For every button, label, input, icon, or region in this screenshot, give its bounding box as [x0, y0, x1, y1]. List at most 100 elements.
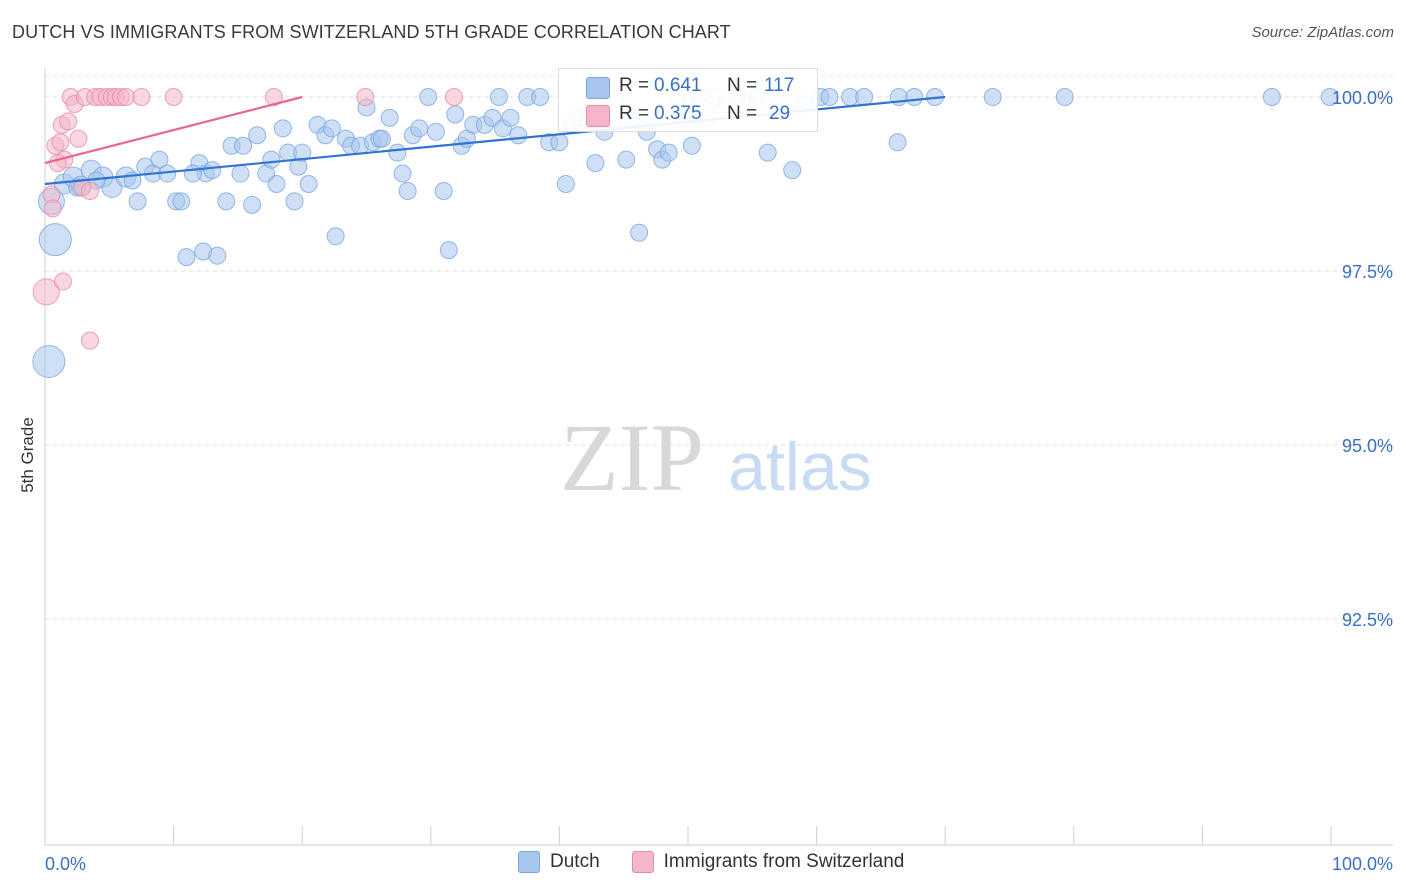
dutch-point — [150, 150, 169, 169]
dutch-point — [905, 88, 924, 106]
dutch-point — [439, 241, 458, 260]
dutch-point — [388, 143, 407, 162]
switzerland-point — [51, 133, 70, 152]
dutch-point — [888, 133, 907, 152]
y-tick-label: 95.0% — [1342, 436, 1393, 456]
stats-n-value-blue: 117 — [764, 75, 795, 96]
dutch-point — [426, 122, 445, 141]
stats-r-value-pink: 0.375 — [654, 103, 702, 124]
legend-swatch-dutch — [518, 851, 540, 873]
dutch-point — [630, 223, 649, 242]
dutch-point — [393, 164, 412, 183]
stats-r-label-pink: R = — [619, 103, 650, 124]
stats-n-value-pink: 29 — [769, 103, 791, 124]
switzerland-point — [356, 88, 375, 106]
switzerland-point — [69, 129, 88, 148]
y-tick-label: 100.0% — [1332, 88, 1393, 108]
legend-swatch-switzerland — [631, 851, 654, 873]
dutch-point — [380, 108, 399, 127]
stats-r-value-blue: 0.641 — [654, 75, 702, 96]
watermark-zip: ZIP — [560, 404, 704, 511]
dutch-point — [128, 192, 147, 211]
switzerland-points — [32, 88, 463, 350]
stats-n-label-blue: N = — [727, 75, 758, 96]
dutch-point — [820, 88, 839, 106]
dutch-point — [248, 126, 267, 145]
dutch-point — [531, 88, 550, 106]
axes — [44, 68, 1393, 846]
dutch-point — [509, 126, 528, 145]
x-tick-label-max: 100.0% — [1332, 854, 1393, 874]
dutch-point — [234, 136, 253, 155]
dutch-point — [489, 88, 508, 106]
switzerland-point — [117, 88, 136, 106]
switzerland-point — [32, 278, 60, 306]
dutch-point — [855, 88, 874, 106]
switzerland-point — [164, 88, 183, 106]
legend-label-switzerland: Immigrants from Switzerland — [663, 851, 905, 872]
dutch-point — [1320, 88, 1339, 106]
legend-item-dutch: Dutch — [518, 851, 600, 873]
dutch-point — [398, 181, 417, 200]
dutch-point — [273, 119, 292, 138]
gridlines — [45, 75, 1393, 620]
stats-n-label-pink: N = — [727, 103, 758, 124]
stats-r-label-blue: R = — [619, 75, 650, 96]
dutch-point — [299, 175, 318, 193]
dutch-point — [285, 192, 304, 211]
dutch-point — [410, 119, 429, 138]
dutch-point — [32, 344, 66, 378]
y-tick-label: 97.5% — [1342, 262, 1393, 282]
y-tick-labels: 100.0% 97.5% 95.0% 92.5% — [1332, 88, 1393, 630]
dutch-point — [659, 143, 678, 162]
dutch-point — [203, 161, 222, 180]
switzerland-point — [132, 88, 151, 106]
dutch-point — [1262, 88, 1281, 106]
switzerland-point — [59, 112, 78, 131]
stats-box: R = 0.641 N = 117 R = 0.375 N = 29 — [558, 68, 818, 132]
dutch-point — [372, 129, 391, 148]
switzerland-point — [43, 199, 62, 218]
dutch-point — [322, 119, 341, 138]
dutch-point — [758, 143, 777, 162]
switzerland-point — [81, 331, 100, 350]
dutch-point — [983, 88, 1002, 106]
watermark-atlas: atlas — [728, 429, 872, 505]
legend-item-switzerland: Immigrants from Switzerland — [631, 851, 905, 873]
dutch-point — [326, 227, 345, 246]
switzerland-point — [444, 88, 463, 106]
dutch-point — [293, 143, 312, 162]
dutch-point — [177, 248, 196, 267]
dutch-point — [243, 195, 262, 214]
dutch-point — [1055, 88, 1074, 106]
stats-swatch-blue — [586, 77, 610, 99]
stats-swatch-pink — [586, 105, 610, 127]
dutch-point — [550, 133, 569, 152]
switzerland-point — [81, 181, 100, 200]
dutch-point — [217, 192, 236, 211]
dutch-point — [783, 161, 802, 180]
dutch-point — [586, 154, 605, 173]
dutch-point — [38, 223, 72, 257]
legend-label-dutch: Dutch — [550, 851, 600, 872]
switzerland-point — [54, 272, 73, 291]
dutch-point — [208, 246, 227, 265]
x-tick-label-min: 0.0% — [45, 854, 86, 874]
switzerland-point — [264, 88, 283, 106]
dutch-point — [419, 88, 438, 106]
dutch-point — [556, 175, 575, 193]
legend: Dutch Immigrants from Switzerland — [518, 851, 936, 873]
dutch-point — [172, 192, 191, 211]
dutch-point — [183, 164, 202, 183]
dutch-point — [617, 150, 636, 169]
dutch-point — [446, 105, 465, 124]
switzerland-trend-line — [44, 95, 303, 165]
dutch-point — [434, 181, 453, 200]
y-tick-label: 92.5% — [1342, 610, 1393, 630]
dutch-point — [682, 136, 701, 155]
chart-title: DUTCH VS IMMIGRANTS FROM SWITZERLAND 5TH… — [12, 22, 731, 42]
dutch-point — [231, 164, 250, 183]
x-tick-labels: 0.0% 100.0% — [45, 854, 1393, 874]
dutch-point — [267, 175, 286, 193]
